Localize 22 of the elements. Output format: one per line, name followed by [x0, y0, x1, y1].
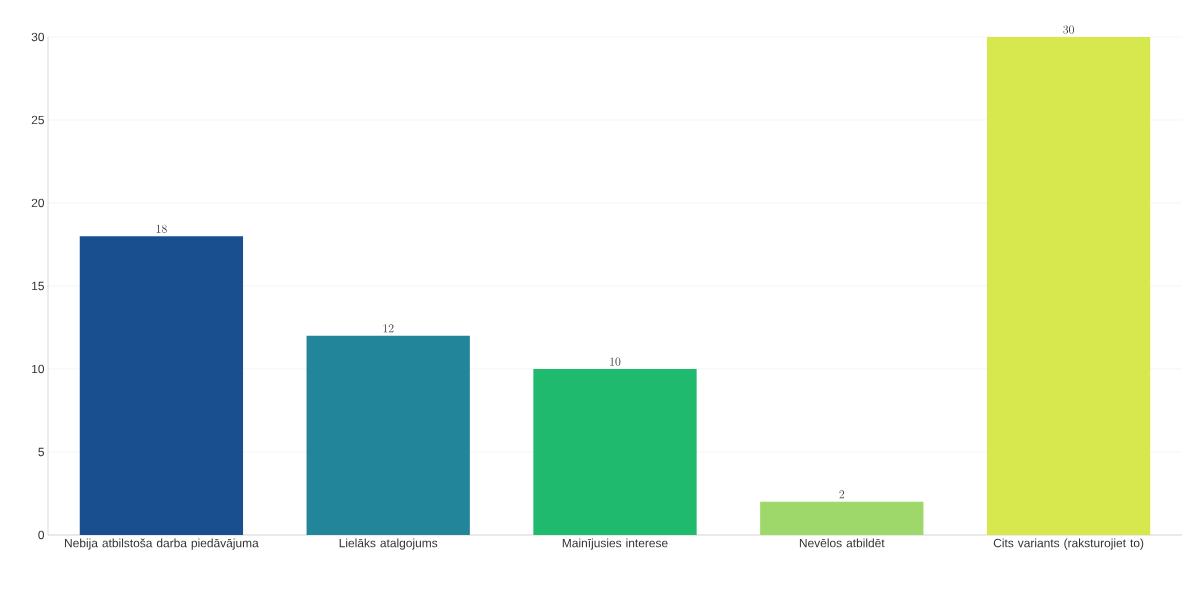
x-tick-label: Nevēlos atbildēt: [799, 538, 885, 548]
y-tick-label: 5: [38, 447, 44, 457]
data-label: 2: [839, 490, 845, 499]
x-tick-label: Lielāks atalgojums: [339, 538, 438, 550]
data-label: 18: [156, 224, 167, 233]
data-label: 10: [610, 357, 621, 366]
data-label: 12: [383, 324, 394, 333]
bar: [533, 368, 697, 535]
bar: [79, 236, 244, 535]
y-tick-label: 10: [32, 364, 45, 374]
x-tick-label: Nebija atbilstoša darba piedāvājuma: [65, 538, 259, 550]
y-tick-label: 30: [31, 32, 45, 42]
x-tick-label: Cits variants (raksturojiet to): [993, 538, 1144, 550]
bar: [306, 335, 470, 535]
x-tick-label: Mainījusies interese: [562, 538, 668, 550]
bar: [760, 501, 924, 535]
y-tick-label: 25: [31, 115, 44, 125]
data-label: 30: [1063, 25, 1074, 34]
y-tick-label: 0: [38, 530, 45, 540]
bar: [986, 36, 1151, 535]
y-tick-label: 15: [32, 281, 44, 291]
y-tick-label: 20: [31, 198, 45, 208]
